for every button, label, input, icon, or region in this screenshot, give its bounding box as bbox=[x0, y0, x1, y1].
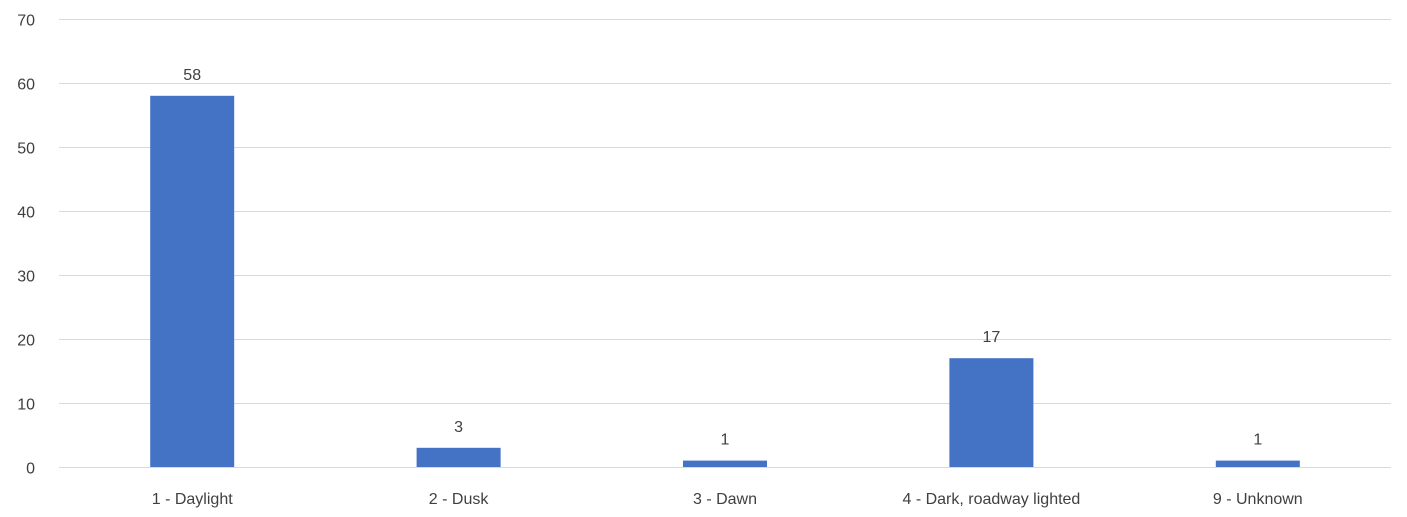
bar bbox=[150, 95, 235, 468]
x-tick-label: 1 - Daylight bbox=[152, 491, 233, 508]
data-label: 58 bbox=[183, 67, 201, 84]
y-tick-label: 70 bbox=[17, 13, 35, 30]
y-tick-label: 10 bbox=[17, 397, 35, 414]
x-tick-label: 4 - Dark, roadway lighted bbox=[902, 491, 1080, 508]
gridlines bbox=[59, 19, 1391, 468]
y-axis-tick-labels: 0 10 20 30 40 50 60 70 bbox=[17, 13, 35, 478]
bar bbox=[1215, 460, 1300, 467]
x-tick-label: 9 - Unknown bbox=[1213, 491, 1303, 508]
data-label: 3 bbox=[454, 419, 463, 436]
data-label: 1 bbox=[721, 432, 730, 449]
x-tick-label: 2 - Dusk bbox=[429, 491, 490, 508]
bar bbox=[949, 358, 1034, 467]
y-tick-label: 30 bbox=[17, 269, 35, 286]
x-axis-tick-labels: 1 - Daylight 2 - Dusk 3 - Dawn 4 - Dark, ro… bbox=[152, 491, 1303, 508]
y-tick-label: 0 bbox=[26, 461, 35, 478]
y-tick-label: 20 bbox=[17, 333, 35, 350]
y-tick-label: 50 bbox=[17, 141, 35, 158]
y-tick-label: 60 bbox=[17, 77, 35, 94]
bar bbox=[683, 460, 767, 467]
y-tick-label: 40 bbox=[17, 205, 35, 222]
data-label: 1 bbox=[1253, 432, 1262, 449]
data-label: 17 bbox=[983, 329, 1001, 346]
bars bbox=[150, 95, 1300, 468]
data-labels: 58 3 1 17 1 bbox=[183, 67, 1262, 449]
bar bbox=[416, 447, 501, 467]
x-tick-label: 3 - Dawn bbox=[693, 491, 757, 508]
